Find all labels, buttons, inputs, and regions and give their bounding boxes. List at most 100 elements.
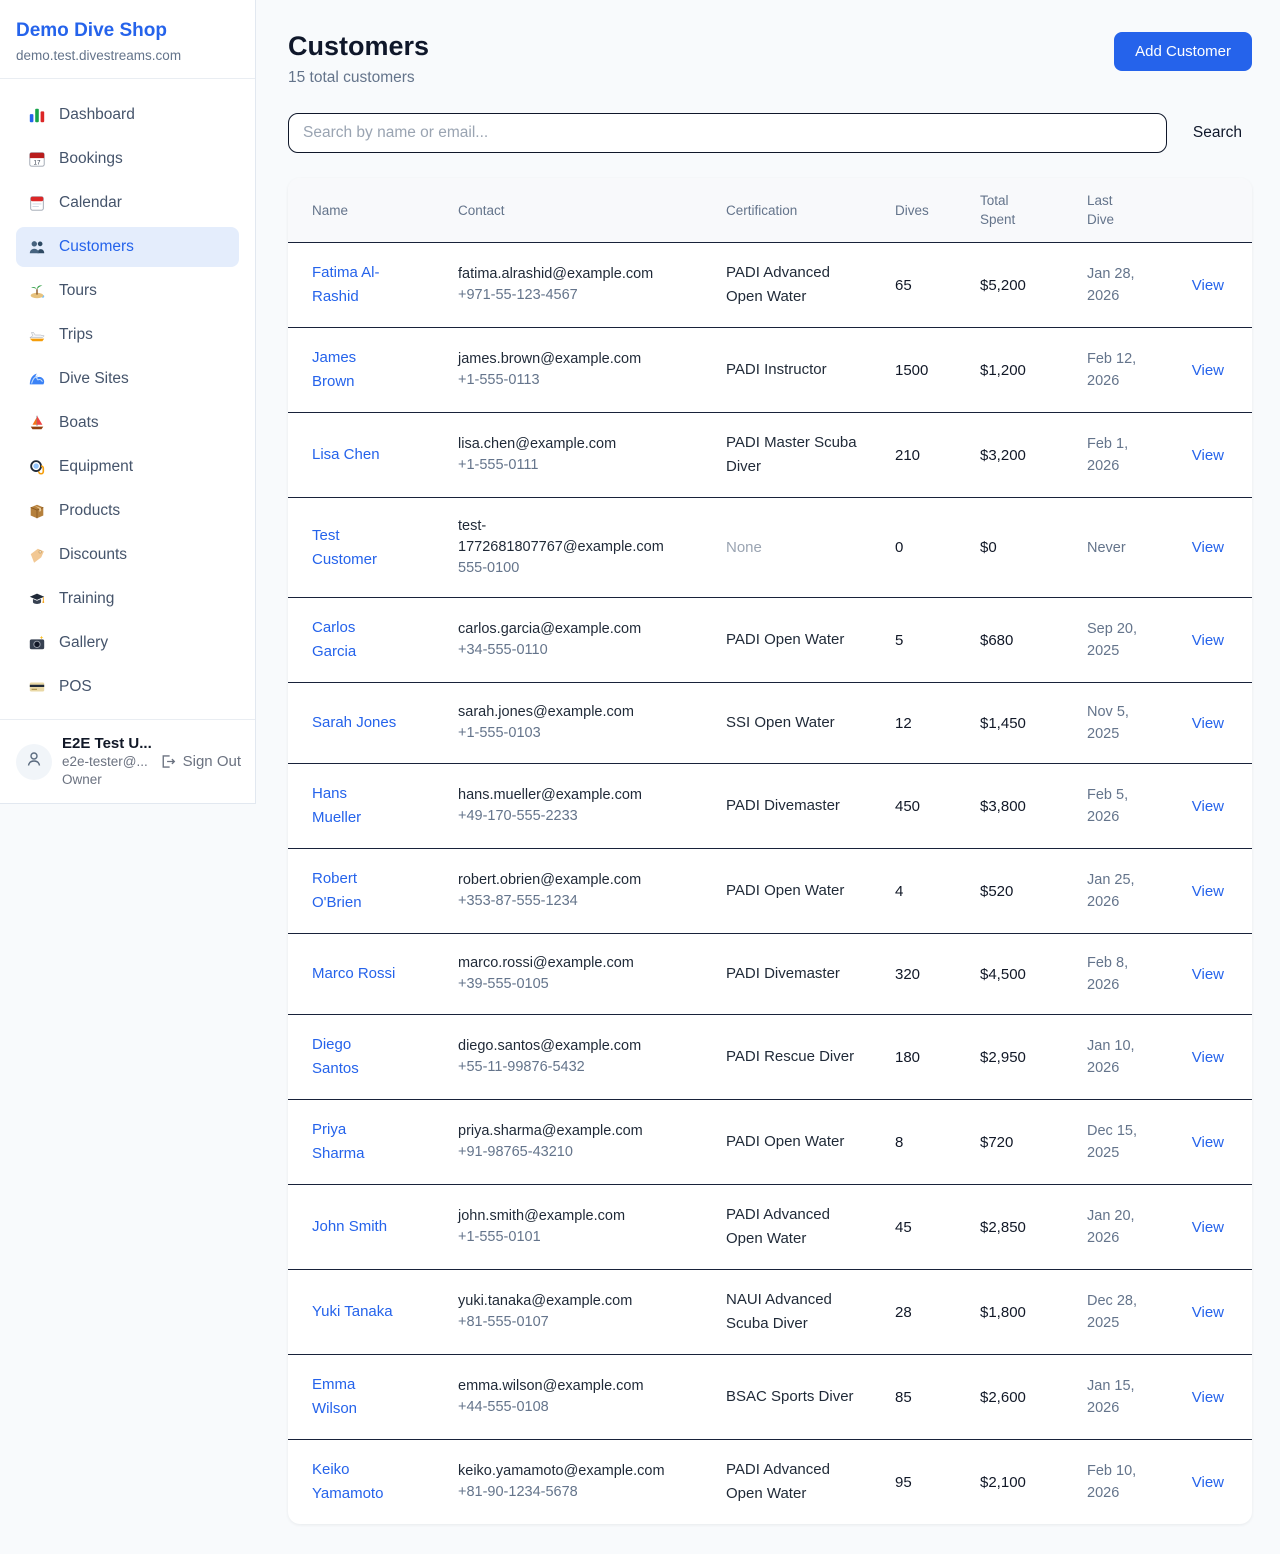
customer-email: keiko.yamamoto@example.com xyxy=(458,1463,665,1479)
user-email: e2e-tester@... xyxy=(62,754,148,769)
table-row: Marco Rossi marco.rossi@example.com +39-… xyxy=(288,934,1252,1015)
search-input[interactable] xyxy=(288,113,1167,153)
sidebar-header: Demo Dive Shop demo.test.divestreams.com xyxy=(0,0,255,79)
column-header: Dives xyxy=(895,202,929,218)
customer-certification: PADI Open Water xyxy=(726,882,845,899)
customer-phone: +353-87-555-1234 xyxy=(458,893,578,909)
customer-name-link[interactable]: Test Customer xyxy=(312,526,378,568)
customer-phone: +971-55-123-4567 xyxy=(458,287,578,303)
customer-name-link[interactable]: Lisa Chen xyxy=(312,446,380,463)
view-customer-link[interactable]: View xyxy=(1191,1218,1224,1236)
customer-last-dive: Sep 20, 2025 xyxy=(1087,621,1137,659)
view-customer-link[interactable]: View xyxy=(1191,797,1224,815)
sidebar-item-equipment[interactable]: Equipment xyxy=(16,447,239,487)
user-name: E2E Test U... xyxy=(62,735,152,752)
customer-total-spent: $2,100 xyxy=(980,1473,1026,1491)
sidebar-item-training[interactable]: Training xyxy=(16,579,239,619)
customer-certification: BSAC Sports Diver xyxy=(726,1388,854,1405)
customer-name-link[interactable]: Hans Mueller xyxy=(312,785,362,826)
tear-off-calendar-icon xyxy=(28,194,46,212)
customer-name-link[interactable]: Emma Wilson xyxy=(312,1376,358,1417)
sidebar-item-dashboard[interactable]: Dashboard xyxy=(16,95,239,135)
table-row: Lisa Chen lisa.chen@example.com +1-555-0… xyxy=(288,413,1252,498)
customer-total-spent: $1,450 xyxy=(980,714,1026,732)
wave-icon xyxy=(28,370,46,388)
sidebar-item-pos[interactable]: POS xyxy=(16,667,239,707)
column-header: Total Spent xyxy=(980,193,1016,227)
view-customer-link[interactable]: View xyxy=(1191,965,1224,983)
search-button[interactable]: Search xyxy=(1193,124,1252,142)
view-customer-link[interactable]: View xyxy=(1191,1048,1224,1066)
customer-name-link[interactable]: Priya Sharma xyxy=(312,1121,365,1162)
customer-phone: +39-555-0105 xyxy=(458,976,549,992)
customer-name-link[interactable]: Diego Santos xyxy=(312,1036,359,1077)
sidebar-item-calendar[interactable]: Calendar xyxy=(16,183,239,223)
sidebar-item-boats[interactable]: Boats xyxy=(16,403,239,443)
customer-name-link[interactable]: Fatima Al-Rashid xyxy=(312,264,380,305)
customer-name-link[interactable]: Marco Rossi xyxy=(312,965,396,982)
search-row: Search xyxy=(288,113,1252,153)
sign-out-button[interactable]: Sign Out xyxy=(159,753,241,770)
sidebar-item-bookings[interactable]: 17 Bookings xyxy=(16,139,239,179)
sidebar-item-trips[interactable]: Trips xyxy=(16,315,239,355)
view-customer-link[interactable]: View xyxy=(1191,446,1224,464)
customer-total-spent: $3,800 xyxy=(980,797,1026,815)
customer-certification: SSI Open Water xyxy=(726,714,835,731)
table-row: Sarah Jones sarah.jones@example.com +1-5… xyxy=(288,683,1252,764)
view-customer-link[interactable]: View xyxy=(1191,631,1224,649)
customer-dives: 28 xyxy=(895,1303,912,1321)
shop-title: Demo Dive Shop xyxy=(16,20,167,41)
credit-card-icon xyxy=(28,678,46,696)
customer-name-link[interactable]: Carlos Garcia xyxy=(312,619,357,660)
customers-table: Name Contact Certification Dives Total Spent… xyxy=(288,178,1252,1524)
customer-certification: None xyxy=(726,538,762,556)
sidebar-item-tours[interactable]: Tours xyxy=(16,271,239,311)
customer-total-spent: $2,950 xyxy=(980,1048,1026,1066)
sidebar-item-products[interactable]: Products xyxy=(16,491,239,531)
sidebar-item-label: Trips xyxy=(59,326,93,343)
customer-email: james.brown@example.com xyxy=(458,351,642,367)
speedboat-icon xyxy=(28,326,46,344)
view-customer-link[interactable]: View xyxy=(1191,361,1224,379)
customer-name-link[interactable]: Keiko Yamamoto xyxy=(312,1461,384,1502)
sidebar-item-gallery[interactable]: Gallery xyxy=(16,623,239,663)
table-row: Test Customer test-1772681807767@example… xyxy=(288,498,1252,598)
customer-last-dive: Feb 8, 2026 xyxy=(1087,955,1129,993)
customer-dives: 85 xyxy=(895,1388,912,1406)
customer-name-link[interactable]: Yuki Tanaka xyxy=(312,1303,393,1320)
tag-icon xyxy=(28,546,46,564)
customers-table-card: Name Contact Certification Dives Total Spent… xyxy=(288,178,1252,1524)
diving-mask-icon xyxy=(28,458,46,476)
sidebar-item-dive-sites[interactable]: Dive Sites xyxy=(16,359,239,399)
sailboat-icon xyxy=(28,414,46,432)
customer-total-spent: $5,200 xyxy=(980,276,1026,294)
view-customer-link[interactable]: View xyxy=(1191,1473,1224,1491)
view-customer-link[interactable]: View xyxy=(1191,539,1224,556)
sidebar-item-label: Equipment xyxy=(59,458,134,475)
customer-name-link[interactable]: Sarah Jones xyxy=(312,714,397,731)
customer-name-link[interactable]: Robert O'Brien xyxy=(312,870,362,911)
sidebar-item-customers[interactable]: Customers xyxy=(16,227,239,267)
view-customer-link[interactable]: View xyxy=(1191,1388,1224,1406)
sidebar-item-label: Bookings xyxy=(59,150,123,167)
bar-chart-icon xyxy=(28,106,46,124)
table-row: Carlos Garcia carlos.garcia@example.com … xyxy=(288,598,1252,683)
view-customer-link[interactable]: View xyxy=(1191,1303,1224,1321)
customer-dives: 0 xyxy=(895,539,904,556)
sidebar-item-discounts[interactable]: Discounts xyxy=(16,535,239,575)
customer-certification: PADI Advanced Open Water xyxy=(726,264,830,305)
table-row: John Smith john.smith@example.com +1-555… xyxy=(288,1185,1252,1270)
view-customer-link[interactable]: View xyxy=(1191,714,1224,732)
add-customer-button[interactable]: Add Customer xyxy=(1114,32,1252,71)
view-customer-link[interactable]: View xyxy=(1191,1133,1224,1151)
customer-last-dive: Dec 28, 2025 xyxy=(1087,1293,1137,1331)
column-header: Name xyxy=(312,202,349,218)
customer-dives: 4 xyxy=(895,882,904,900)
view-customer-link[interactable]: View xyxy=(1191,276,1224,294)
view-customer-link[interactable]: View xyxy=(1191,882,1224,900)
customer-name-link[interactable]: John Smith xyxy=(312,1218,388,1235)
customer-total-spent: $2,600 xyxy=(980,1388,1026,1406)
customer-name-link[interactable]: James Brown xyxy=(312,349,357,390)
customer-certification: PADI Advanced Open Water xyxy=(726,1461,830,1502)
